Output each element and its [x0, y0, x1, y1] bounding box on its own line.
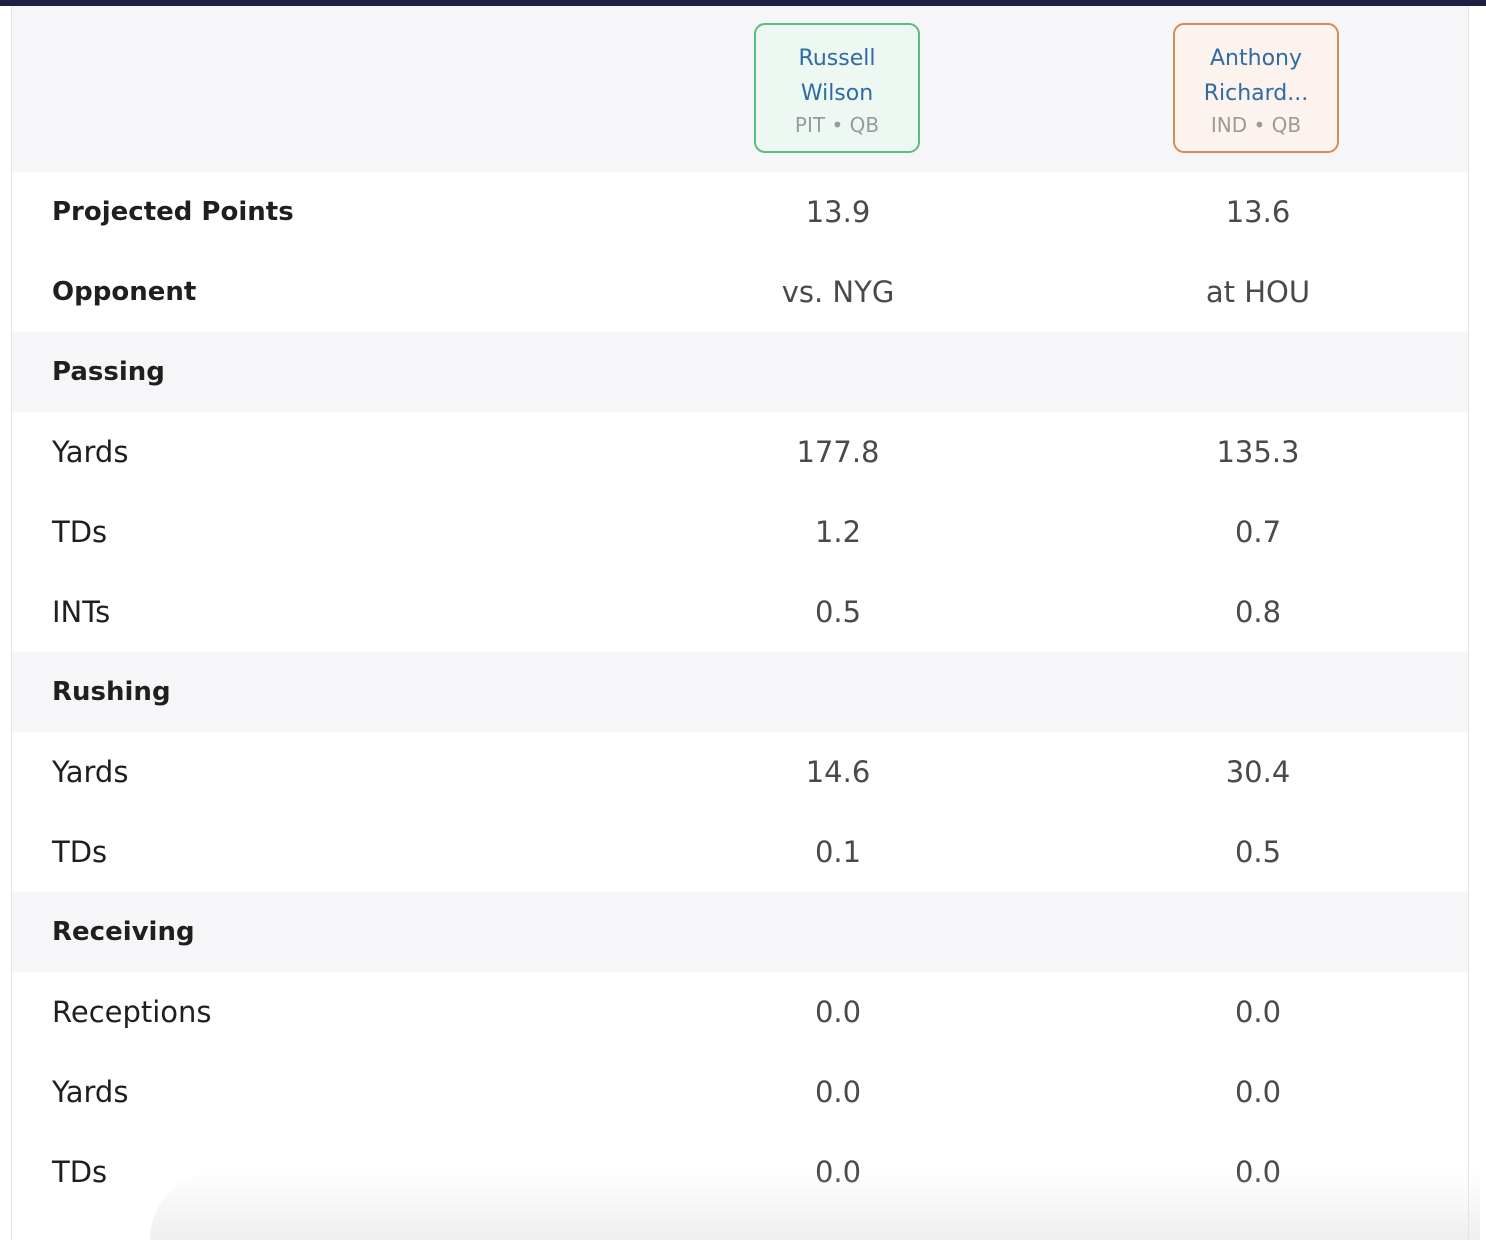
value-cell-player-1: 13.9 — [805, 195, 871, 229]
row-label: Receptions — [52, 995, 212, 1029]
left-gutter — [0, 6, 12, 1240]
value-cell-player-1: 0.5 — [814, 595, 862, 629]
value-cell-player-2: 0.7 — [1234, 515, 1282, 549]
table-row: TDs 1.2 0.7 — [12, 492, 1468, 572]
value-cell-player-2: 0.0 — [1234, 1155, 1282, 1189]
row-label: TDs — [52, 515, 108, 549]
table-body: Projected Points 13.9 13.6 Opponent vs. NYG a… — [12, 172, 1468, 1212]
table-row: Yards 14.6 30.4 — [12, 732, 1468, 812]
right-gutter — [1468, 6, 1486, 1240]
section-header-row: Rushing — [12, 652, 1468, 732]
table-row: Opponent vs. NYG at HOU — [12, 252, 1468, 332]
row-label: Yards — [52, 755, 129, 789]
row-label: Yards — [52, 1075, 129, 1109]
value-cell-player-1: 0.1 — [814, 835, 862, 869]
row-label: TDs — [52, 1155, 108, 1189]
value-cell-player-2: 0.0 — [1234, 1075, 1282, 1109]
player-team-position: PIT • QB — [794, 113, 880, 137]
value-cell-player-1: 177.8 — [796, 435, 880, 469]
row-label: Yards — [52, 435, 129, 469]
value-cell-player-1: 14.6 — [805, 755, 871, 789]
row-label: TDs — [52, 835, 108, 869]
top-bar — [0, 0, 1486, 6]
value-cell-player-2: at HOU — [1205, 275, 1311, 309]
player-team-position: IND • QB — [1210, 113, 1302, 137]
row-label: Opponent — [52, 277, 197, 307]
value-cell-player-2: 13.6 — [1225, 195, 1291, 229]
value-cell-player-2: 0.0 — [1234, 995, 1282, 1029]
value-cell-player-2: 135.3 — [1216, 435, 1300, 469]
value-cell-player-1: 0.0 — [814, 1075, 862, 1109]
row-label: INTs — [52, 595, 111, 629]
player-name[interactable]: Russell Wilson — [798, 46, 876, 106]
section-header-row: Passing — [12, 332, 1468, 412]
table-row: INTs 0.5 0.8 — [12, 572, 1468, 652]
value-cell-player-1: 0.0 — [814, 995, 862, 1029]
row-label: Projected Points — [52, 197, 294, 227]
table-header: Russell Wilson PIT • QB Anthony Richard.… — [12, 6, 1468, 172]
section-label: Receiving — [52, 917, 195, 947]
value-cell-player-1: vs. NYG — [781, 275, 895, 309]
value-cell-player-1: 1.2 — [814, 515, 862, 549]
section-label: Rushing — [52, 677, 171, 707]
table-row: TDs 0.0 0.0 — [12, 1132, 1468, 1212]
table-row: Receptions 0.0 0.0 — [12, 972, 1468, 1052]
table-row: TDs 0.1 0.5 — [12, 812, 1468, 892]
value-cell-player-2: 30.4 — [1225, 755, 1291, 789]
table-row: Yards 0.0 0.0 — [12, 1052, 1468, 1132]
section-label: Passing — [52, 357, 165, 387]
player-name[interactable]: Anthony Richard... — [1203, 46, 1309, 106]
section-header-row: Receiving — [12, 892, 1468, 972]
player-card-anthony-richardson[interactable]: Anthony Richard... IND • QB — [1173, 23, 1339, 153]
table-row: Projected Points 13.9 13.6 — [12, 172, 1468, 252]
player-comparison-table: Russell Wilson PIT • QB Anthony Richard.… — [12, 6, 1468, 1240]
value-cell-player-2: 0.8 — [1234, 595, 1282, 629]
value-cell-player-1: 0.0 — [814, 1155, 862, 1189]
value-cell-player-2: 0.5 — [1234, 835, 1282, 869]
table-row: Yards 177.8 135.3 — [12, 412, 1468, 492]
player-card-russell-wilson[interactable]: Russell Wilson PIT • QB — [754, 23, 920, 153]
